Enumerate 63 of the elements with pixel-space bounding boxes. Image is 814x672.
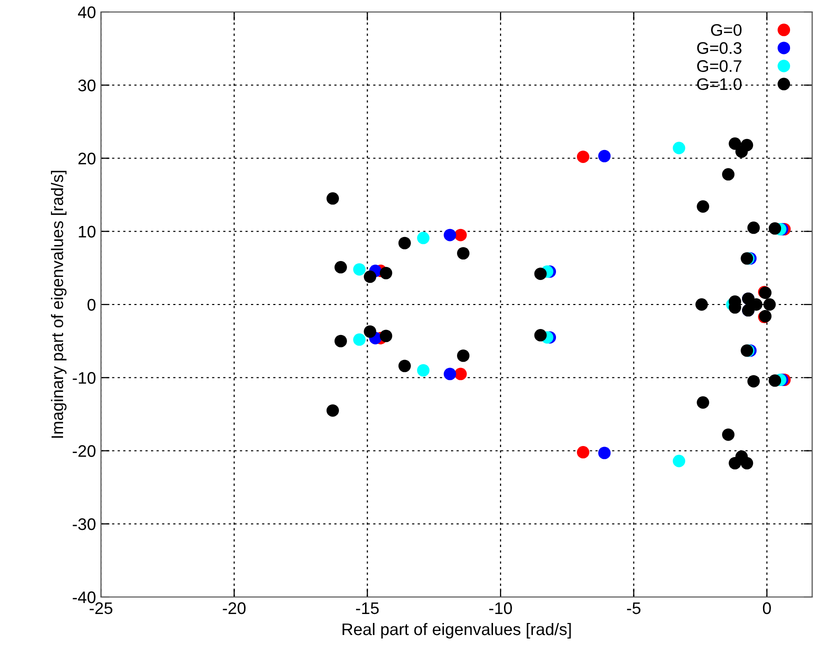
y-tick-label: 30 [78,80,96,92]
point [672,142,686,154]
point [728,137,742,150]
point [735,145,748,158]
point [417,364,430,377]
point [398,360,411,372]
x-tick-label: -20 [222,602,246,614]
point [576,446,590,458]
y-tick-label: 0 [88,298,96,311]
point [334,260,347,274]
point [398,236,411,250]
point [768,374,782,387]
point [444,228,456,242]
legend-label: G=1.0 [697,78,742,90]
point [672,454,686,468]
point [722,428,734,441]
point [747,222,760,234]
point [750,298,762,311]
point [763,298,776,311]
point [457,349,470,362]
point [722,168,734,181]
point [417,232,430,244]
point [454,228,467,242]
y-tick-label: 40 [78,6,96,18]
x-axis-title: Real part of eigenvalues [rad/s] [342,622,571,638]
point [444,368,456,380]
point [334,334,347,348]
point [454,368,467,380]
x-tick-label: -10 [489,602,512,614]
y-tick-label: -40 [72,591,96,604]
point [380,330,392,342]
point [576,150,590,163]
y-tick-label: -30 [72,518,96,530]
point [598,150,611,162]
legend-label: G=0.3 [697,42,742,54]
legend-label: G=0 [711,24,742,36]
point [380,266,392,280]
point [457,247,470,260]
x-tick-label: -15 [356,602,379,614]
point [696,200,710,213]
point [534,268,547,280]
point [364,270,376,283]
legend-label: G=0.7 [697,60,742,72]
y-tick-label: -20 [72,445,96,457]
x-tick-label: 0 [762,602,771,614]
point [326,404,339,417]
point [598,446,611,460]
point [534,329,547,342]
x-tick-label: -25 [90,602,112,614]
y-tick-label: 10 [78,226,96,238]
y-tick-label: -10 [72,372,96,384]
point [735,450,748,463]
point [353,263,366,276]
y-tick-label: 20 [78,152,96,164]
point [353,333,366,346]
y-axis-title: Imaginary part of eigenvalues [rad/s] [50,170,66,438]
x-tick-label: -5 [627,602,640,614]
point [696,396,710,409]
point [747,375,760,388]
point [695,298,708,311]
point [768,222,782,235]
point [326,192,339,205]
point [364,325,376,338]
